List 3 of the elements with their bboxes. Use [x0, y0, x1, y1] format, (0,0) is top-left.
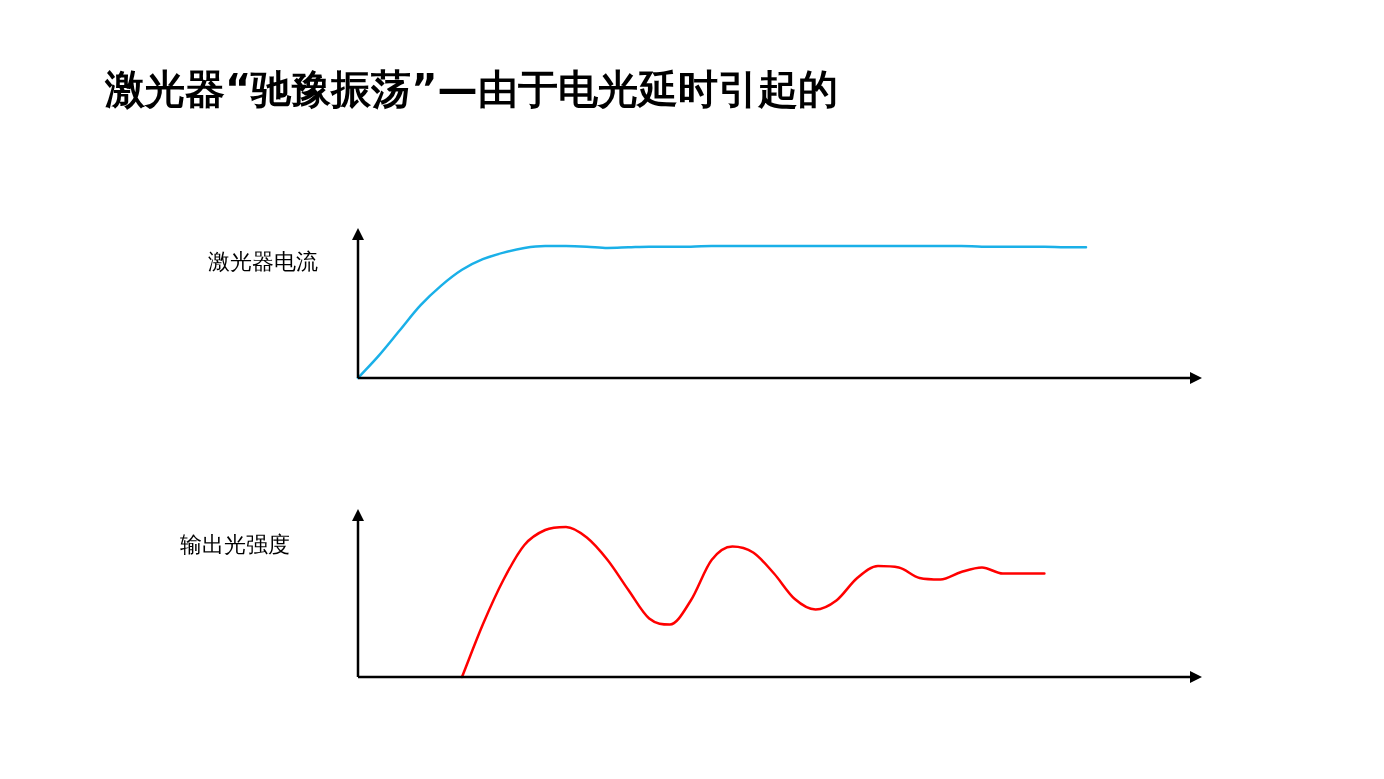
- chart-title: 激光器“驰豫振荡”—由于电光延时引起的: [105, 65, 838, 114]
- y-axis-title: 激光器电流: [207, 248, 318, 276]
- y-axis-title: 输出光强度: [179, 531, 290, 559]
